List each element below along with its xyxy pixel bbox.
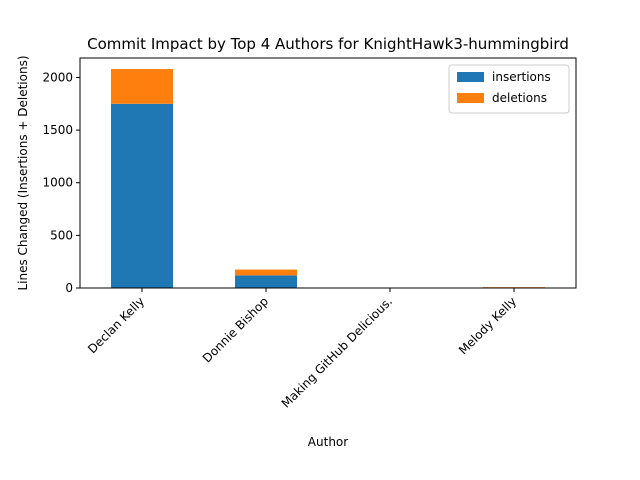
bar-deletions-3 [483,287,545,288]
y-tick-label-3: 1500 [42,123,73,137]
bar-insertions-0 [111,103,173,288]
bar-deletions-0 [111,69,173,104]
y-tick-label-2: 1000 [42,176,73,190]
x-tick-label-1: Donnie Bishop [200,294,271,365]
x-tick-label-0: Declan Kelly [85,294,147,356]
legend-swatch-deletions [457,93,484,103]
y-axis-label: Lines Changed (Insertions + Deletions) [16,55,30,290]
bars [111,69,545,288]
legend: insertions deletions [448,64,570,114]
x-tick-label-3: Melody Kelly [456,294,519,357]
y-tick-label-1: 500 [50,228,73,242]
legend-swatch-insertions [457,72,484,82]
legend-label-deletions: deletions [492,91,547,105]
x-axis: Declan Kelly Donnie Bishop Making GitHub D… [85,288,519,411]
plot-frame [79,57,577,289]
bar-deletions-1 [235,269,297,276]
y-axis: 0 500 1000 1500 2000 [42,70,80,295]
chart-title: Commit Impact by Top 4 Authors for Knigh… [87,35,569,53]
bar-insertions-1 [235,275,297,288]
y-tick-label-0: 0 [65,281,73,295]
x-tick-label-2: Making GitHub Delicious. [279,294,395,410]
legend-label-insertions: insertions [492,70,551,84]
x-axis-label: Author [308,435,348,449]
y-tick-label-4: 2000 [42,70,73,84]
